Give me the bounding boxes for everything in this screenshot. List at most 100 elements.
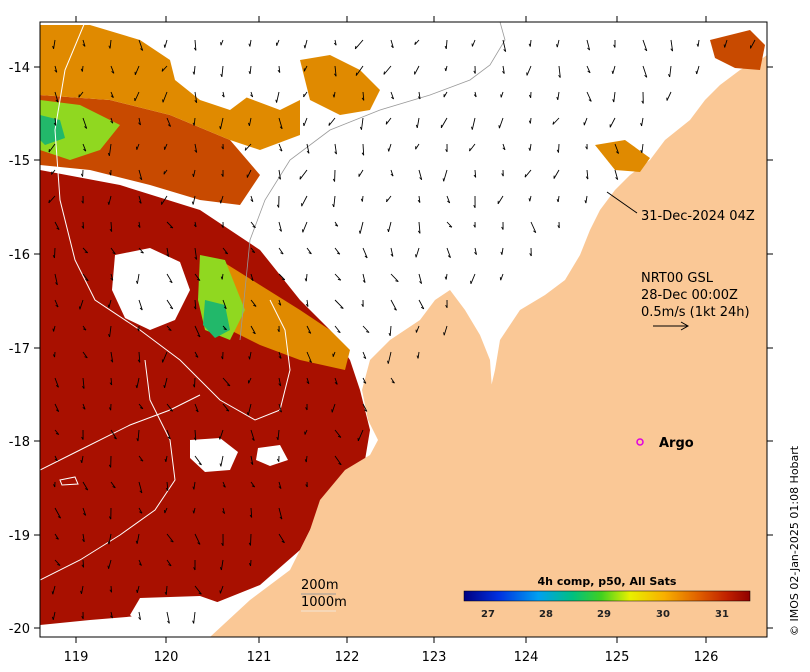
current-vector-head: [443, 332, 445, 336]
current-vector-head: [81, 200, 84, 204]
current-vector-head: [219, 590, 221, 594]
x-axis: 119 120 121 122 123 124 125 126: [64, 16, 718, 665]
current-scale-label: 0.5m/s (1kt 24h): [641, 305, 750, 320]
credit-label: © IMOS 02-Jan-2025 01:08 Hobart: [788, 445, 801, 636]
current-vector-head: [361, 97, 365, 101]
current-vector: [334, 247, 341, 255]
current-vector-head: [303, 45, 306, 49]
current-product-label: NRT00 GSL: [641, 271, 714, 286]
current-vector-head: [644, 48, 648, 52]
current-vector-head: [248, 563, 252, 567]
current-vector: [306, 377, 310, 384]
current-vector: [110, 273, 114, 281]
current-vector: [138, 195, 142, 204]
current-vector-head: [81, 225, 84, 229]
current-vector: [250, 507, 253, 518]
current-vector: [357, 429, 364, 442]
current-vector: [52, 585, 56, 595]
current-vector-head: [419, 177, 423, 181]
current-vector-head: [193, 437, 197, 441]
current-vector-head: [83, 148, 87, 152]
current-vector-head: [57, 564, 61, 566]
current-vector: [108, 143, 112, 156]
current-vector-head: [55, 304, 59, 308]
current-vector: [390, 91, 395, 100]
current-vector: [250, 325, 256, 335]
current-vector-head: [503, 49, 507, 52]
current-vector: [219, 585, 224, 594]
x-tick-label: 122: [335, 650, 360, 665]
current-vector-head: [169, 409, 173, 412]
current-vector-head: [473, 204, 476, 209]
current-vector-head: [166, 254, 169, 257]
current-vector: [249, 351, 252, 360]
current-vector: [558, 65, 561, 78]
current-vector: [445, 273, 448, 280]
current-vector-head: [328, 122, 330, 126]
current-vector: [276, 39, 280, 46]
current-vector-head: [278, 409, 282, 413]
current-vector: [666, 91, 672, 101]
current-vector: [642, 39, 648, 51]
current-vector: [418, 273, 423, 284]
current-vector-head: [611, 70, 614, 74]
current-vector-head: [251, 438, 255, 441]
current-vector: [362, 325, 370, 333]
current-vector: [278, 377, 282, 386]
current-vector-head: [337, 331, 341, 334]
current-vector: [278, 65, 281, 73]
current-vector-head: [448, 225, 453, 228]
current-vector-head: [334, 151, 337, 155]
current-vector-head: [222, 511, 225, 514]
cloud-gap-5: [170, 60, 250, 110]
colorbar-tick-label: 28: [539, 609, 553, 620]
current-vector: [299, 169, 308, 180]
current-vector: [471, 117, 476, 130]
current-vector: [54, 299, 59, 308]
current-vector: [138, 455, 144, 462]
current-vector: [502, 39, 507, 52]
current-vector: [306, 143, 310, 154]
current-vector-head: [471, 126, 473, 130]
current-vector: [194, 299, 197, 310]
current-vector-head: [557, 225, 560, 229]
current-vector: [586, 91, 592, 102]
current-vector: [137, 429, 140, 442]
current-vector: [166, 611, 170, 624]
current-vector: [418, 169, 423, 180]
current-vector-head: [417, 199, 421, 203]
current-vector: [162, 91, 168, 103]
cloud-gap-2: [190, 438, 238, 472]
current-vector-head: [668, 74, 671, 78]
current-vector-head: [445, 149, 448, 153]
current-vector-head: [587, 70, 591, 74]
current-vector-head: [108, 334, 111, 338]
current-vector-head: [53, 484, 56, 488]
current-vector: [138, 559, 142, 566]
current-vector: [222, 377, 231, 387]
current-vector: [334, 455, 342, 465]
current-vector-head: [161, 68, 164, 72]
current-vector: [193, 611, 196, 624]
current-vector-head: [556, 149, 559, 153]
current-vector-head: [135, 540, 138, 544]
current-vector-head: [163, 44, 166, 48]
current-vector-head: [696, 43, 699, 47]
current-vector-head: [278, 383, 282, 387]
current-vector: [221, 65, 224, 77]
current-vector-head: [139, 177, 143, 181]
current-vector-head: [359, 126, 362, 130]
sst-coastal-patch: [595, 140, 650, 172]
current-vector: [302, 221, 308, 233]
current-vector-head: [277, 458, 280, 462]
current-vector: [305, 455, 308, 463]
current-vector-head: [163, 384, 166, 389]
current-vector-head: [334, 73, 337, 77]
current-vector-head: [110, 359, 114, 363]
current-vector-head: [250, 94, 254, 98]
current-vector-head: [332, 204, 335, 208]
current-vector-head: [528, 43, 531, 47]
current-vector: [162, 351, 168, 363]
current-vector: [247, 403, 252, 416]
current-vector-head: [192, 122, 195, 126]
